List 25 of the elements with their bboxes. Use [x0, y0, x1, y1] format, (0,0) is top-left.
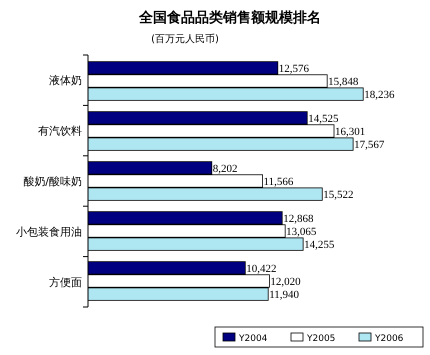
data-label: 15,522	[323, 189, 354, 202]
data-label: 12,576	[278, 62, 310, 75]
y-tick-label: 酸奶/酸味奶	[23, 175, 82, 188]
chart-subtitle: (百万元人民币)	[151, 33, 219, 45]
data-label: 17,567	[354, 139, 385, 152]
data-label: 15,848	[328, 76, 359, 88]
legend-label: Y2004	[238, 334, 268, 344]
data-label: 14,525	[308, 112, 339, 125]
data-label: 12,020	[270, 276, 302, 288]
data-label: 18,236	[364, 89, 395, 102]
legend-label: Y2005	[306, 334, 336, 344]
y-tick-label: 小包装食用油	[16, 225, 82, 238]
chart-title: 全国食品品类销售额规模排名	[138, 9, 321, 26]
data-label: 12,868	[283, 212, 314, 225]
legend-label: Y2006	[374, 334, 404, 344]
data-label: 10,422	[246, 262, 277, 275]
data-label: 16,301	[335, 126, 366, 138]
y-tick-label: 方便面	[49, 276, 82, 289]
data-label: 11,940	[269, 289, 300, 302]
data-label: 11,566	[264, 176, 294, 188]
y-tick-label: 有汽饮料	[38, 124, 82, 138]
data-label: 14,255	[304, 239, 335, 252]
data-label: 13,065	[286, 226, 317, 238]
y-tick-label: 液体奶	[49, 74, 82, 88]
data-label: 8,202	[212, 162, 238, 175]
